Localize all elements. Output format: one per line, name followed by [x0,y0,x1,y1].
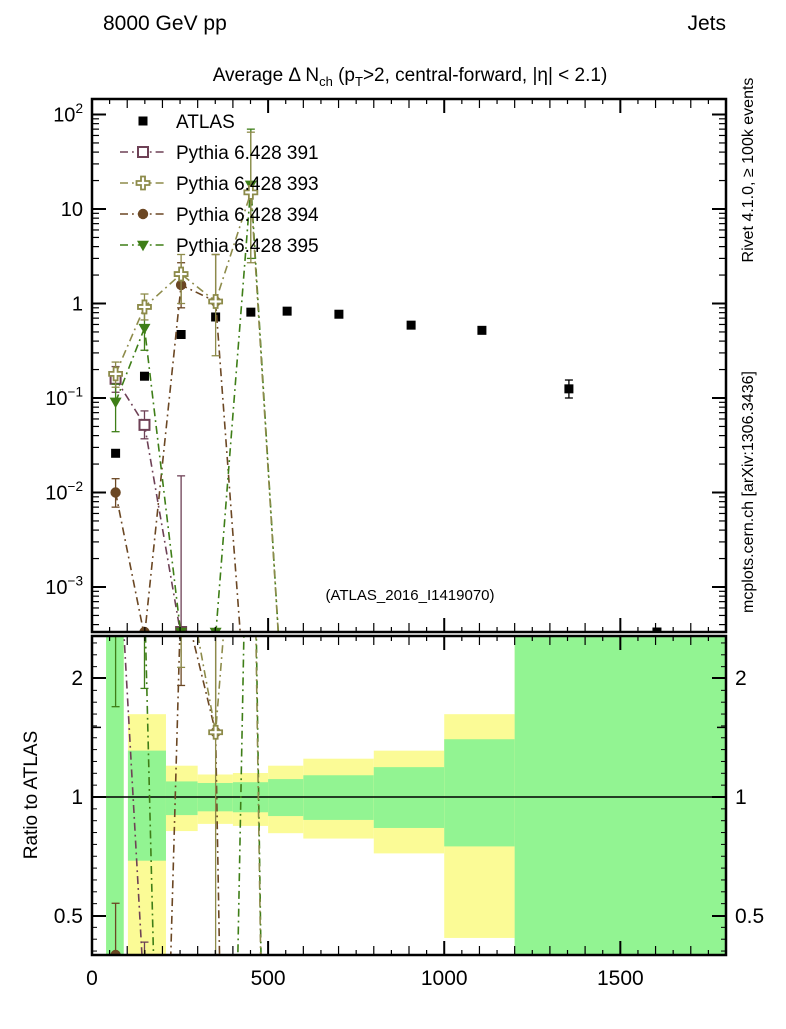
ratio-tick-label: 0.5 [54,905,83,928]
data-point-py393 [208,294,224,309]
data-point-atlas [564,384,574,394]
side-note-mcplots: mcplots.cern.ch [arXiv:1306.3436] [740,371,757,613]
side-note-rivet: Rivet 4.1.0, ≥ 100k events [740,78,757,263]
y-tick-label: 1 [72,294,83,316]
series-main-atlas [111,306,662,632]
series-line [114,192,279,632]
band-green [444,739,515,847]
data-point-atlas [176,329,186,339]
x-tick-label: 0 [86,967,98,990]
legend-entry-py394: Pythia 6.428 394 [120,205,319,226]
data-point-atlas [246,307,256,317]
data-point-atlas [477,325,487,335]
legend-marker-py393 [135,175,151,191]
series-main-py393 [108,131,279,632]
ratio-tick-label: 2 [71,667,83,690]
y-tick-label: 10−1 [45,385,83,410]
ratio-tick-label: 1 [71,786,83,809]
data-point-atlas [139,371,149,381]
data-point-atlas [334,309,344,319]
y-tick-label: 10−2 [45,479,83,504]
data-point-py394 [110,487,121,498]
series-line [114,283,241,632]
legend-label-atlas: ATLAS [176,112,235,133]
legend-entry-py393: Pythia 6.428 393 [120,174,319,195]
axes-and-ticks: 0 500 1000 1500 102 10 1 10−1 10−2 10−3 2 2 1 1 0.5 0.5 [45,97,764,990]
legend-label-py391: Pythia 6.428 391 [176,143,319,164]
legend-entry-atlas: ATLAS [138,112,235,133]
data-point-py393 [137,299,152,315]
ratio-uncertainty-bands [92,636,726,955]
legend-label-py395: Pythia 6.428 395 [176,236,319,257]
data-point-py393 [173,266,189,282]
data-point-py393 [108,366,123,382]
data-point-atlas [111,448,121,458]
series-main-py395 [109,128,280,632]
main-title: Average Δ Nch (pT>2, central-forward, |η… [213,65,608,89]
data-point-py395 [109,397,122,409]
x-tick-label: 500 [251,967,286,990]
data-point-py395 [138,323,151,335]
series-line [114,184,280,632]
ratio-point-py394 [110,949,121,955]
band-green [514,636,726,955]
data-point-py391 [138,418,151,431]
legend-marker-atlas [138,116,148,126]
legend-label-py393: Pythia 6.428 393 [176,174,319,195]
main-panel-curves [108,128,662,632]
x-tick-label: 1500 [597,967,644,990]
data-point-atlas [406,320,416,330]
data-point-atlas [282,306,292,316]
ratio-point-py393 [208,724,224,740]
ratio-axis-label: Ratio to ATLAS [21,731,42,860]
y-tick-label: 10−3 [45,574,83,599]
x-tick-label: 1000 [421,967,468,990]
legend-entry-py391: Pythia 6.428 391 [120,143,319,164]
ratio-tick-label: 0.5 [735,905,764,928]
header-right: Jets [687,12,726,35]
series-line [197,636,262,955]
y-tick-label: 102 [53,101,83,126]
watermark-analysis-id: (ATLAS_2016_I1419070) [325,587,494,604]
band-green [106,636,124,955]
band-green [165,781,198,816]
ratio-tick-label: 2 [735,667,747,690]
legend-entry-py395: Pythia 6.428 395 [120,236,319,257]
y-tick-label: 10 [61,199,83,221]
header-left: 8000 GeV pp [103,12,227,35]
legend: ATLAS Pythia 6.428 391 Pythia 6.428 393 Pyt… [120,112,319,257]
plot-title: Average Δ Nch (pT>2, central-forward, |η… [213,65,608,89]
data-point-py393 [243,184,259,200]
ratio-tick-label: 1 [735,786,747,809]
legend-marker-py394 [137,208,149,220]
series-line [114,378,182,632]
legend-marker-py395 [137,240,149,252]
series-ratio-py393 [177,636,262,955]
legend-label-py394: Pythia 6.428 394 [176,205,319,226]
legend-marker-py391 [137,146,149,158]
